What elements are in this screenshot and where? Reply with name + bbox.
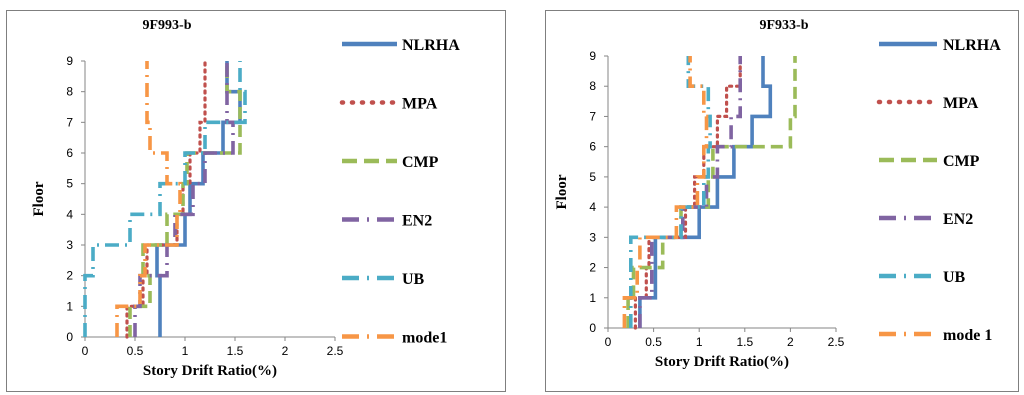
chart-title: 9F933-b [760,18,809,33]
y-tick-label: 2 [66,269,73,283]
x-tick-label: 2 [282,344,289,358]
chart-panel-right: 9F933-b 0 1 2 3 4 5 6 7 8 9 0 0.5 1 1.5 2 2.5 Story Drift… [545,10,1019,392]
y-tick-label: 2 [589,261,596,275]
legend-label: NLRHA [402,37,460,54]
y-tick-label: 0 [66,330,73,344]
y-tick-label: 9 [589,49,596,63]
x-tick-label: 1.5 [736,335,753,349]
series-line-cmp [626,56,797,328]
legend-label: MPA [943,95,979,112]
series-line-mpa [633,54,742,330]
y-tick-label: 3 [589,230,596,244]
x-axis-label: Story Drift Ratio(%) [143,363,277,379]
legend-label: CMP [402,154,439,171]
legend-label: EN2 [943,211,973,228]
legend-label: mode 1 [943,327,992,344]
y-tick-label: 5 [589,170,596,184]
series-line-ub [83,61,247,337]
y-tick-label: 3 [66,238,73,252]
legend-label: mode1 [402,330,447,347]
y-tick-label: 8 [66,85,73,99]
x-tick-label: 0.5 [645,335,662,349]
x-axis-label: Story Drift Ratio(%) [655,354,789,370]
y-tick-label: 6 [589,140,596,154]
x-tick-label: 2.5 [327,344,344,358]
x-tick-label: 2.5 [828,335,845,349]
y-tick-label: 9 [66,54,73,68]
legend-label: NLRHA [943,37,1001,54]
y-tick-label: 4 [589,200,596,214]
x-tick-label: 0.5 [127,344,144,358]
x-tick-label: 1.5 [227,344,244,358]
x-tick-label: 2 [787,335,794,349]
y-tick-label: 4 [66,207,73,221]
series-line-mode-1 [622,56,709,328]
chart-title: 9F993-b [143,18,192,33]
x-tick-label: 1 [696,335,703,349]
y-tick-label: 7 [589,109,596,123]
chart-left-svg: 9F993-b 0 1 2 3 4 5 6 7 8 9 0 0.5 1 1.5 2 2.5 Story Drift… [31,18,460,379]
series-line-ub [629,56,712,328]
legend-label: MPA [402,96,438,113]
chart-panel-left: 9F993-b 0 1 2 3 4 5 6 7 8 9 0 0.5 1 1.5 2 2.5 Story Drift… [6,10,506,392]
y-axis-label: Floor [554,174,570,209]
y-tick-label: 1 [589,291,596,305]
series-line-cmp [128,61,242,337]
x-tick-label: 0 [82,344,89,358]
y-tick-label: 0 [589,321,596,335]
y-tick-label: 7 [66,115,73,129]
x-tick-label: 0 [605,335,612,349]
series-line-en2 [638,56,742,328]
series-line-en2 [133,61,235,337]
legend-label: UB [943,269,966,286]
series-line-mode1 [115,61,182,337]
series-line-mpa [125,59,207,339]
y-tick-label: 1 [66,299,73,313]
y-tick-label: 8 [589,79,596,93]
y-axis-label: Floor [31,181,47,216]
legend-label: CMP [943,153,980,170]
legend-label: UB [402,271,425,288]
chart-right-svg: 9F933-b 0 1 2 3 4 5 6 7 8 9 0 0.5 1 1.5 2 2.5 Story Drift… [554,18,1001,370]
y-tick-label: 6 [66,146,73,160]
legend-label: EN2 [402,213,432,230]
y-tick-label: 5 [66,177,73,191]
x-tick-label: 1 [182,344,189,358]
